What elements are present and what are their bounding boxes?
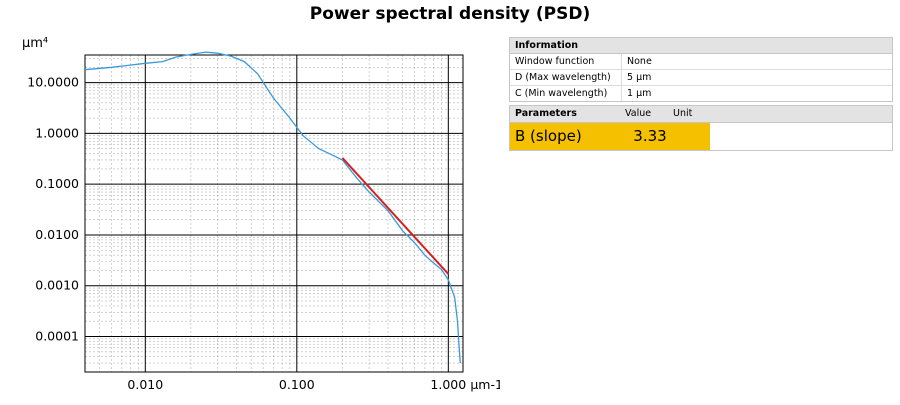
series-layer <box>84 51 461 364</box>
info-row: C (Min wavelength) 1 µm <box>510 86 892 101</box>
slope-parameter-row[interactable]: B (slope) 3.33 <box>510 123 892 150</box>
y-tick-label: 10.0000 <box>27 75 79 90</box>
value-column-header: Value <box>625 108 652 119</box>
info-label: D (Max wavelength) <box>510 70 622 85</box>
y-tick-label: 0.1000 <box>35 176 79 191</box>
y-tick-label: 0.0001 <box>35 329 79 344</box>
y-axis-ticks: 10.0000 1.0000 0.1000 0.0100 0.0010 0.0001 <box>27 75 79 344</box>
psd-chart: 10.0000 1.0000 0.1000 0.0100 0.0010 0.0001 0.… <box>22 36 500 392</box>
x-tick-label: 1.000 <box>430 377 466 392</box>
y-tick-label: 0.0100 <box>35 227 79 242</box>
psd-curve <box>84 51 461 364</box>
info-value: None <box>627 56 652 67</box>
parameter-value: 3.33 <box>625 123 675 150</box>
chart-title: Power spectral density (PSD) <box>309 4 591 24</box>
parameters-panel: Parameters Value Unit B (slope) 3.33 <box>509 105 893 151</box>
info-value: 1 µm <box>627 88 652 99</box>
y-tick-label: 0.0010 <box>35 278 79 293</box>
information-panel: Information Window function None D (Max … <box>509 37 893 102</box>
x-axis-unit: µm-1 <box>470 377 500 392</box>
unit-column-header: Unit <box>673 108 693 119</box>
information-header: Information <box>510 38 892 54</box>
parameter-unit <box>675 123 710 150</box>
plot-frame <box>84 54 464 373</box>
info-row: D (Max wavelength) 5 µm <box>510 70 892 86</box>
parameters-title: Parameters <box>515 108 577 119</box>
parameter-name: B (slope) <box>510 123 625 150</box>
info-value: 5 µm <box>627 72 652 83</box>
slope-fit-line <box>341 157 450 275</box>
x-tick-label: 0.010 <box>127 377 163 392</box>
major-grid <box>85 55 463 372</box>
y-tick-label: 1.0000 <box>35 125 79 140</box>
info-label: C (Min wavelength) <box>510 86 622 101</box>
y-axis-unit: µm⁴ <box>22 36 48 51</box>
info-label: Window function <box>510 54 622 69</box>
x-axis-ticks: 0.010 0.100 1.000 µm-1 <box>127 377 500 392</box>
minor-grid <box>84 55 463 373</box>
x-tick-label: 0.100 <box>279 377 315 392</box>
info-row: Window function None <box>510 54 892 70</box>
parameters-header: Parameters Value Unit <box>510 106 892 123</box>
